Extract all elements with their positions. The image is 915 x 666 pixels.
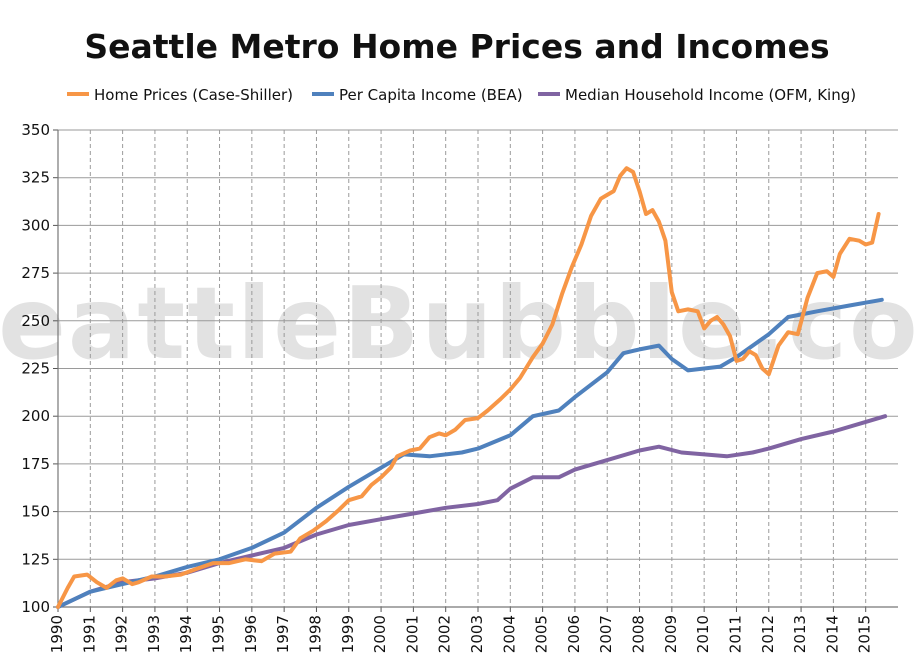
chart-title: Seattle Metro Home Prices and Incomes	[84, 27, 829, 66]
x-tick-label: 2013	[791, 615, 809, 653]
y-tick-label: 275	[21, 264, 50, 282]
watermark-text: SeattleBubble.com	[0, 265, 915, 382]
y-tick-label: 125	[21, 550, 50, 568]
y-tick-label: 150	[21, 503, 50, 521]
y-tick-label: 350	[21, 121, 50, 139]
x-tick-label: 2001	[403, 615, 421, 653]
legend-label: Median Household Income (OFM, King)	[565, 86, 856, 104]
y-tick-label: 325	[21, 169, 50, 187]
x-tick-label: 2011	[726, 615, 744, 653]
x-axis: 1990 1991 1992 1993 1994 1995 1996 1997 1998 1999…	[48, 606, 898, 653]
y-tick-label: 225	[21, 360, 50, 378]
x-tick-label: 2004	[500, 615, 518, 653]
x-tick-label: 1994	[177, 615, 195, 653]
x-tick-label: 2003	[468, 615, 486, 653]
grid-lines	[58, 129, 898, 608]
y-tick-label: 300	[21, 216, 50, 234]
x-tick-label: 1992	[113, 615, 131, 653]
series-lines	[56, 166, 888, 609]
legend: Home Prices (Case-Shiller) Per Capita Inc…	[67, 86, 856, 104]
legend-label: Per Capita Income (BEA)	[339, 86, 523, 104]
x-tick-label: 2009	[662, 615, 680, 653]
x-tick-label: 2015	[856, 615, 874, 653]
x-tick-label: 2010	[694, 615, 712, 653]
x-tick-label: 2002	[436, 615, 454, 653]
x-tick-label: 2006	[565, 615, 583, 653]
home-prices-case-shiller-line	[56, 166, 881, 609]
y-tick-label: 175	[21, 455, 50, 473]
x-tick-label: 1997	[274, 615, 292, 653]
x-tick-label: 1998	[306, 615, 324, 653]
y-tick-label: 200	[21, 407, 50, 425]
x-tick-label: 1996	[242, 615, 260, 653]
x-tick-label: 2005	[533, 615, 551, 653]
y-tick-label: 100	[21, 598, 50, 616]
x-tick-label: 1991	[80, 615, 98, 653]
legend-label: Home Prices (Case-Shiller)	[94, 86, 293, 104]
x-tick-label: 2008	[630, 615, 648, 653]
x-tick-label: 1995	[210, 615, 228, 653]
x-tick-label: 1999	[339, 615, 357, 653]
x-tick-label: 2007	[597, 615, 615, 653]
y-axis: 100 125 150 175 200 225 250 275 300 325 350	[21, 121, 59, 616]
x-tick-label: 1993	[145, 615, 163, 653]
x-tick-label: 2000	[371, 615, 389, 653]
y-tick-label: 250	[21, 312, 50, 330]
per-capita-income-bea-line	[56, 297, 884, 609]
x-tick-label: 2012	[759, 615, 777, 653]
x-tick-label: 2014	[823, 615, 841, 653]
x-tick-label: 1990	[48, 615, 66, 653]
